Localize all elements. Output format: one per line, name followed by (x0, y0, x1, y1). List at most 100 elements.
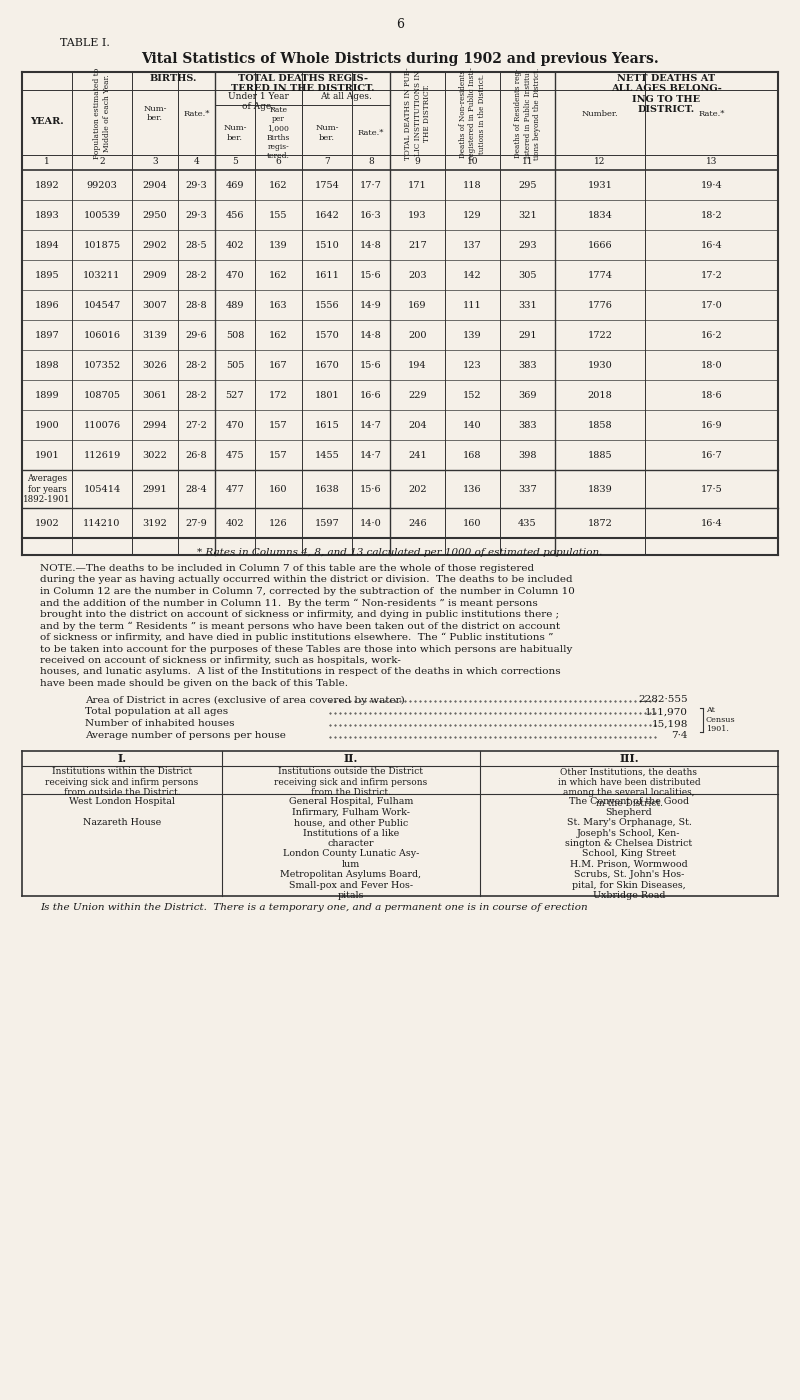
Text: 18·6: 18·6 (701, 391, 722, 399)
Text: brought into the district on account of sickness or infirmity, and dying in publ: brought into the district on account of … (40, 610, 559, 619)
Text: Deaths of Non-residents
registered in Public Insti-
tutions in the District.: Deaths of Non-residents registered in Pu… (459, 67, 486, 160)
Text: NETT DEATHS AT
ALL AGES BELONG-
ING TO THE
DISTRICT.: NETT DEATHS AT ALL AGES BELONG- ING TO T… (611, 74, 722, 115)
Text: 1642: 1642 (314, 210, 339, 220)
Text: The Convent of the Good
Shepherd
St. Mary's Orphanage, St.
Joseph's School, Ken-: The Convent of the Good Shepherd St. Mar… (566, 798, 693, 900)
Text: 305: 305 (518, 270, 537, 280)
Text: Area of District in acres (exclusive of area covered by water): Area of District in acres (exclusive of … (85, 696, 405, 704)
Text: I.: I. (118, 753, 126, 763)
Text: 527: 527 (226, 391, 244, 399)
Text: TOTAL DEATHS REGIS-
TERED IN THE DISTRICT.: TOTAL DEATHS REGIS- TERED IN THE DISTRIC… (230, 74, 374, 94)
Text: 16·2: 16·2 (701, 330, 722, 340)
Text: 229: 229 (408, 391, 427, 399)
Text: 100539: 100539 (83, 210, 121, 220)
Text: 1722: 1722 (587, 330, 613, 340)
Text: 1754: 1754 (314, 181, 339, 189)
Text: 14·8: 14·8 (360, 241, 382, 249)
Text: 295: 295 (518, 181, 537, 189)
Text: II.: II. (344, 753, 358, 763)
Text: 162: 162 (269, 181, 288, 189)
Text: 101875: 101875 (83, 241, 121, 249)
Text: 1556: 1556 (314, 301, 339, 309)
Text: 27·9: 27·9 (186, 518, 207, 528)
Text: 14·0: 14·0 (360, 518, 382, 528)
Text: 27·2: 27·2 (186, 420, 207, 430)
Text: 152: 152 (463, 391, 482, 399)
Text: 194: 194 (408, 360, 427, 370)
Text: 383: 383 (518, 360, 537, 370)
Text: 137: 137 (463, 241, 482, 249)
Text: 337: 337 (518, 484, 537, 494)
Text: 157: 157 (269, 420, 288, 430)
Text: 1899: 1899 (34, 391, 59, 399)
Text: 28·2: 28·2 (186, 270, 207, 280)
Text: 200: 200 (408, 330, 426, 340)
Text: houses, and lunatic asylums.  A list of the Institutions in respect of the death: houses, and lunatic asylums. A list of t… (40, 668, 561, 676)
Text: Deaths of Residents reg-
istered in Public Institu-
tions beyond the District.: Deaths of Residents reg- istered in Publ… (514, 67, 541, 160)
Text: Under 1 Year
of Age.: Under 1 Year of Age. (228, 92, 289, 112)
Text: 103211: 103211 (83, 270, 121, 280)
Text: West London Hospital

Nazareth House: West London Hospital Nazareth House (69, 798, 175, 827)
Text: 456: 456 (226, 210, 244, 220)
Text: 3061: 3061 (142, 391, 167, 399)
Text: 12: 12 (594, 158, 606, 167)
Text: 29·6: 29·6 (186, 330, 207, 340)
Text: 1455: 1455 (314, 451, 339, 459)
Text: 4: 4 (194, 158, 199, 167)
Text: Rate
per
1,000
Births
regis-
tered.: Rate per 1,000 Births regis- tered. (267, 106, 290, 160)
Text: 14·8: 14·8 (360, 330, 382, 340)
Text: 7: 7 (324, 158, 330, 167)
Text: 140: 140 (463, 420, 482, 430)
Text: 16·4: 16·4 (701, 241, 722, 249)
Text: 402: 402 (226, 241, 244, 249)
Text: 17·5: 17·5 (701, 484, 722, 494)
Text: 10: 10 (466, 158, 478, 167)
Text: 293: 293 (518, 241, 537, 249)
Text: 193: 193 (408, 210, 427, 220)
Text: 3192: 3192 (142, 518, 167, 528)
Text: 1893: 1893 (34, 210, 59, 220)
Text: 435: 435 (518, 518, 537, 528)
Text: 1902: 1902 (34, 518, 59, 528)
Text: 2018: 2018 (588, 391, 612, 399)
Text: 111,970: 111,970 (645, 707, 688, 717)
Text: Total population at all ages: Total population at all ages (85, 707, 228, 717)
Text: 1510: 1510 (314, 241, 339, 249)
Text: 1839: 1839 (588, 484, 612, 494)
Text: 172: 172 (269, 391, 288, 399)
Text: Rate.*: Rate.* (183, 109, 210, 118)
Text: 1570: 1570 (314, 330, 339, 340)
Text: 99203: 99203 (86, 181, 118, 189)
Text: 1670: 1670 (314, 360, 339, 370)
Text: 110076: 110076 (83, 420, 121, 430)
Text: 14·7: 14·7 (360, 451, 382, 459)
Text: 169: 169 (408, 301, 426, 309)
Text: and by the term “ Residents ” is meant persons who have been taken out of the di: and by the term “ Residents ” is meant p… (40, 622, 560, 631)
Text: 18·0: 18·0 (701, 360, 722, 370)
Text: 321: 321 (518, 210, 537, 220)
Text: BIRTHS.: BIRTHS. (150, 74, 197, 83)
Text: 470: 470 (226, 270, 244, 280)
Text: Rate.*: Rate.* (698, 109, 725, 118)
Text: 106016: 106016 (83, 330, 121, 340)
Text: 7·4: 7·4 (671, 731, 688, 741)
Text: 3022: 3022 (142, 451, 167, 459)
Text: At all Ages.: At all Ages. (320, 92, 372, 101)
Text: 1638: 1638 (314, 484, 339, 494)
Text: 29·3: 29·3 (186, 181, 207, 189)
Text: 369: 369 (518, 391, 537, 399)
Text: 162: 162 (269, 270, 288, 280)
Text: 1666: 1666 (588, 241, 612, 249)
Text: 1900: 1900 (34, 420, 59, 430)
Text: 16·9: 16·9 (701, 420, 722, 430)
Text: 1597: 1597 (314, 518, 339, 528)
Text: 291: 291 (518, 330, 537, 340)
Text: 1774: 1774 (587, 270, 613, 280)
Text: * Rates in Columns 4, 8, and 13 calculated per 1000 of estimated population.: * Rates in Columns 4, 8, and 13 calculat… (198, 547, 602, 557)
Text: in Column 12 are the number in Column 7, corrected by the subtraction of  the nu: in Column 12 are the number in Column 7,… (40, 587, 575, 596)
Text: 163: 163 (269, 301, 288, 309)
Text: 17·0: 17·0 (701, 301, 722, 309)
Text: 1858: 1858 (588, 420, 612, 430)
Text: Number of inhabited houses: Number of inhabited houses (85, 720, 234, 728)
Text: General Hospital, Fulham
Infirmary, Fulham Work-
house, and other Public
Institu: General Hospital, Fulham Infirmary, Fulh… (281, 798, 422, 900)
Text: 217: 217 (408, 241, 427, 249)
